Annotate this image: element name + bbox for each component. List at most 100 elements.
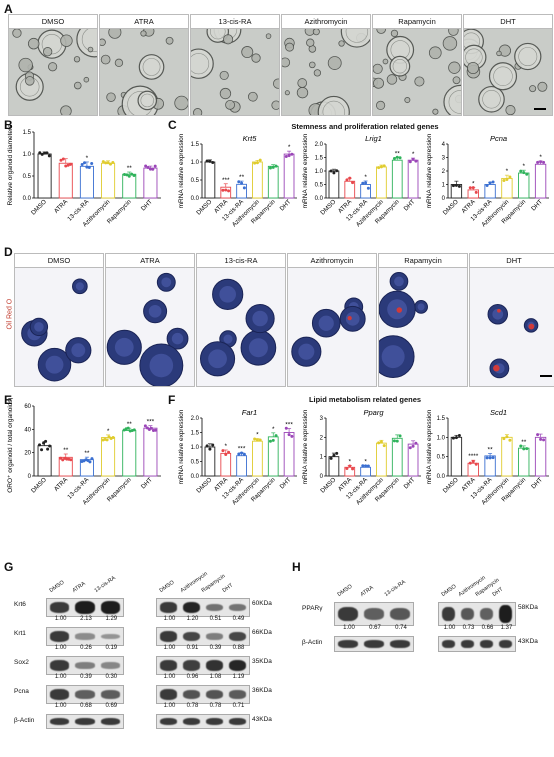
data-point xyxy=(221,188,225,192)
micrograph-13-cis-ra: 13-cis-RA xyxy=(190,14,280,116)
panel-letter-e: E xyxy=(4,393,13,407)
data-point xyxy=(268,166,272,170)
data-point xyxy=(153,164,157,168)
data-point xyxy=(227,450,231,454)
blot-strip xyxy=(334,602,414,626)
data-point xyxy=(221,449,225,453)
data-point xyxy=(242,452,246,456)
category-label: DHT xyxy=(530,198,544,212)
blot-band xyxy=(100,601,120,614)
oil-red-azithromycin: Azithromycin xyxy=(287,253,377,387)
organoid-field xyxy=(464,29,552,115)
quantification-value: 0.19 xyxy=(105,645,118,651)
organoid-field xyxy=(100,29,188,115)
bar-rapamycin xyxy=(122,173,137,199)
data-point xyxy=(392,156,396,160)
bar-13-cis-ra xyxy=(236,183,247,199)
oil-red-atra: ATRA xyxy=(105,253,195,387)
blot-strip xyxy=(156,714,250,729)
significance-mark: * xyxy=(288,144,291,151)
quantification-value: 1.37 xyxy=(500,625,513,631)
blot-strip xyxy=(438,602,516,626)
stained-organoids xyxy=(21,278,92,382)
blot-band xyxy=(183,631,200,642)
blot-band xyxy=(442,606,455,622)
category-label: DHT xyxy=(140,476,154,490)
data-point xyxy=(329,169,333,173)
data-point xyxy=(126,426,130,430)
bar-dmso xyxy=(37,153,52,199)
blot-strip xyxy=(156,598,250,617)
data-point xyxy=(144,164,148,168)
chart-c-krt5: 0.0 0.5 1.0 1.5 mRNA relative expression Krt5… xyxy=(178,133,297,228)
blot-band xyxy=(50,717,70,726)
quantification-value: 0.96 xyxy=(186,674,199,680)
quantification-value: 0.66 xyxy=(481,625,494,631)
quantification-value: 0.30 xyxy=(105,674,118,680)
data-point xyxy=(488,456,492,460)
organoid-field xyxy=(9,29,97,115)
data-point xyxy=(69,458,73,462)
panel-letter-b: B xyxy=(4,118,13,132)
y-tick-label: 0.0 xyxy=(437,474,446,480)
bar-azithromycin xyxy=(252,440,263,477)
blot-band xyxy=(338,640,358,648)
quantification-value: 1.00 xyxy=(54,674,67,680)
gene-title: Far1 xyxy=(242,408,257,417)
data-point xyxy=(454,183,458,187)
category-label: DHT xyxy=(279,476,293,490)
y-tick-label: 60 xyxy=(24,404,31,410)
category-label: ATRA xyxy=(53,198,70,215)
data-point xyxy=(485,456,489,460)
protein-label: Krt6 xyxy=(14,601,26,608)
data-point xyxy=(208,447,212,451)
chart-c-lrig1: 0.0 0.5 1.0 1.5 2.0 mRNA relative expression L… xyxy=(302,133,421,228)
data-point xyxy=(59,456,63,460)
blot-band xyxy=(229,717,246,726)
organoid-field xyxy=(282,29,370,115)
data-point xyxy=(87,165,91,169)
micrograph-azithromycin: Azithromycin xyxy=(281,14,371,116)
quantification-value: 0.49 xyxy=(232,616,245,622)
organoid-field xyxy=(191,29,279,115)
blot-band xyxy=(390,640,410,648)
micrograph-label: ATRA xyxy=(100,15,188,29)
data-point xyxy=(457,434,461,438)
bar-azithromycin xyxy=(101,437,116,477)
significance-mark: ** xyxy=(239,174,245,181)
bar-13-cis-ra xyxy=(484,455,496,477)
significance-mark: * xyxy=(472,181,475,188)
bar-rapamycin xyxy=(391,159,403,199)
oil-red-dht: DHT xyxy=(469,253,554,387)
y-tick-label: 1.5 xyxy=(315,156,324,162)
blot-band xyxy=(499,640,512,648)
lane-label: 13-cis-RA xyxy=(93,575,118,594)
micrograph-label: DHT xyxy=(464,15,552,29)
micrograph-dmso: DMSO xyxy=(8,14,98,116)
data-point xyxy=(508,175,512,179)
protein-label: Pcna xyxy=(14,688,29,695)
data-point xyxy=(69,162,73,166)
blot-band xyxy=(160,602,177,613)
data-point xyxy=(395,155,399,159)
oil-red-label: Azithromycin xyxy=(288,254,376,268)
stained-organoids xyxy=(199,278,277,377)
blot-band xyxy=(160,660,177,671)
bar-rapamycin xyxy=(267,165,279,199)
y-tick-label: 1 xyxy=(320,455,324,461)
protein-label: β-Actin xyxy=(302,639,323,646)
quantification-value: 1.00 xyxy=(163,616,176,622)
data-point xyxy=(454,436,458,440)
y-axis-label: Relative organoid diameters xyxy=(7,124,14,205)
data-point xyxy=(224,188,228,192)
micrograph-dht: DHT xyxy=(463,14,553,116)
blot-band xyxy=(50,689,70,700)
blot-strip xyxy=(46,598,124,617)
data-point xyxy=(379,165,383,169)
data-point xyxy=(505,178,509,182)
significance-mark: * xyxy=(364,174,367,181)
data-point xyxy=(64,164,68,168)
micrograph-rapamycin: Rapamycin xyxy=(372,14,462,116)
data-point xyxy=(335,451,339,455)
data-point xyxy=(471,459,475,463)
